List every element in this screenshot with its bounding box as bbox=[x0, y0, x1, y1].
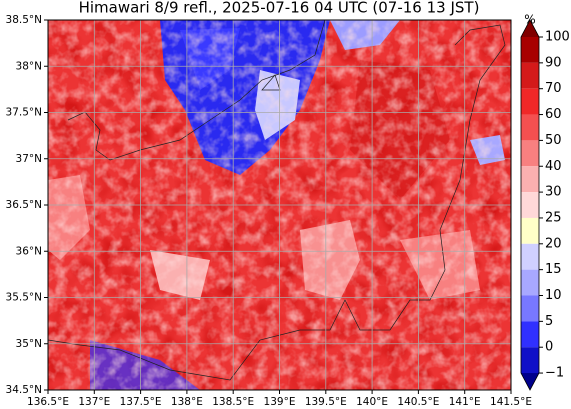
x-tick-label: 137°E bbox=[78, 396, 110, 408]
colorbar-tick-label: 25 bbox=[545, 210, 562, 225]
colorbar-tick-label: 100 bbox=[545, 30, 570, 45]
y-tick-label: 36.5°N bbox=[6, 199, 42, 211]
colorbar-tick-label: 15 bbox=[545, 262, 562, 277]
colorbar-tick-label: 70 bbox=[545, 81, 562, 96]
x-tick-label: 141°E bbox=[449, 396, 481, 408]
x-tick-label: 140°E bbox=[356, 396, 388, 408]
colorbar-segment bbox=[521, 269, 539, 296]
colorbar-segment bbox=[521, 321, 539, 348]
plot-frame bbox=[47, 19, 512, 391]
colorbar-segment bbox=[521, 347, 539, 374]
x-tick-label: 136.5°E bbox=[27, 396, 69, 408]
colorbar-segment bbox=[521, 62, 539, 89]
colorbar-tick-label: 30 bbox=[545, 185, 562, 200]
colorbar-segment bbox=[521, 37, 539, 63]
x-tick-label: 138.5°E bbox=[212, 396, 254, 408]
colorbar-tick-label: 20 bbox=[545, 236, 562, 251]
colorbar-over bbox=[521, 20, 539, 37]
colorbar-tick-label: 60 bbox=[545, 107, 562, 122]
colorbar-segment bbox=[521, 243, 539, 270]
axes bbox=[47, 19, 512, 391]
y-tick-label: 34.5°N bbox=[6, 384, 42, 396]
x-tick-label: 141.5°E bbox=[490, 396, 532, 408]
colorbar-segment bbox=[521, 88, 539, 115]
colorbar-segment bbox=[521, 217, 539, 244]
y-tick-label: 38°N bbox=[16, 60, 42, 72]
colorbar-tick-label: 10 bbox=[545, 288, 562, 303]
colorbar-under bbox=[521, 373, 539, 390]
y-tick-label: 38.5°N bbox=[6, 14, 42, 26]
x-tick-label: 138°E bbox=[171, 396, 203, 408]
x-tick-label: 139.5°E bbox=[305, 396, 347, 408]
x-tick-label: 139°E bbox=[264, 396, 296, 408]
y-tick-label: 36°N bbox=[16, 245, 42, 257]
y-tick-label: 37.5°N bbox=[6, 107, 42, 119]
colorbar-segment bbox=[521, 192, 539, 218]
colorbar-tick-label: 90 bbox=[545, 55, 562, 70]
y-tick-label: 35°N bbox=[16, 338, 42, 350]
colorbar-tick-label: 50 bbox=[545, 133, 562, 148]
colorbar-segment bbox=[521, 166, 539, 193]
y-tick-label: 35.5°N bbox=[6, 292, 42, 304]
colorbar-tick-label: 40 bbox=[545, 159, 562, 174]
coastlines bbox=[47, 19, 506, 381]
colorbar-segment bbox=[521, 140, 539, 167]
colorbar-tick-label: 0 bbox=[545, 340, 553, 355]
map-title: Himawari 8/9 refl., 2025-07-16 04 UTC (0… bbox=[79, 0, 480, 17]
colorbar-segment bbox=[521, 295, 539, 322]
colorbar-tick-label: 5 bbox=[545, 314, 553, 329]
y-tick-label: 37°N bbox=[16, 153, 42, 165]
x-tick-label: 140.5°E bbox=[397, 396, 439, 408]
x-tick-label: 137.5°E bbox=[120, 396, 162, 408]
colorbar-tick-label: −1 bbox=[545, 366, 564, 381]
colorbar-segment bbox=[521, 114, 539, 141]
